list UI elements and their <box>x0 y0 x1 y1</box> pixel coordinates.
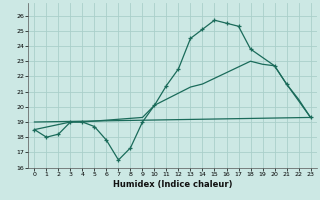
X-axis label: Humidex (Indice chaleur): Humidex (Indice chaleur) <box>113 180 232 189</box>
